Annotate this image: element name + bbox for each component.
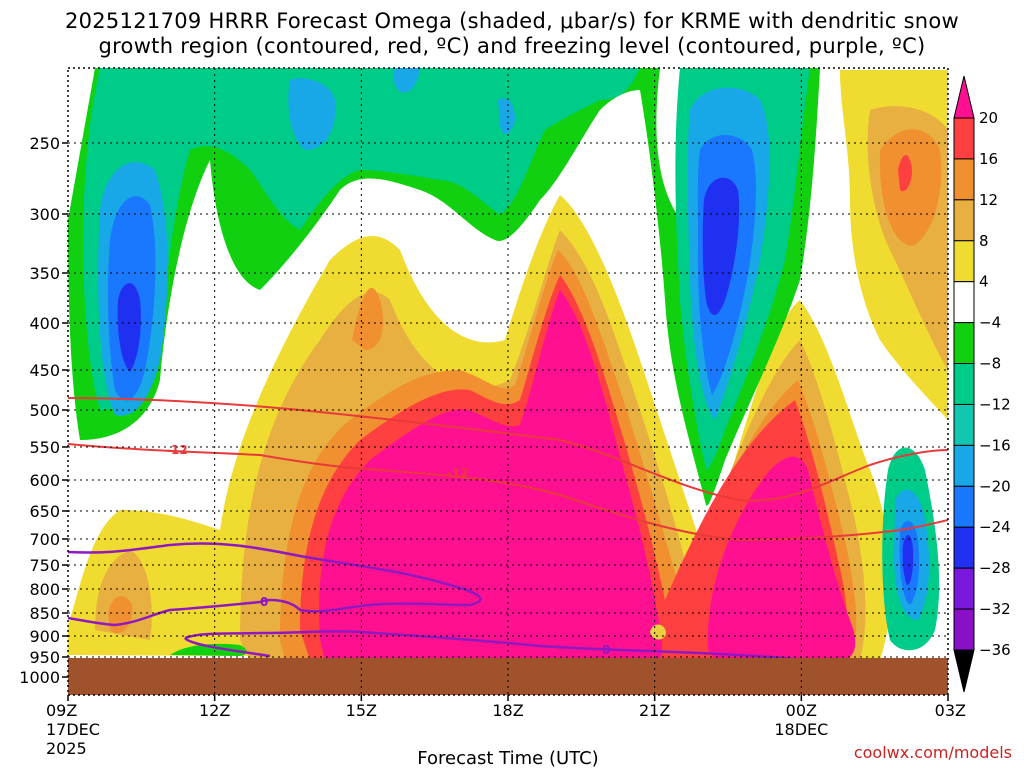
y-tick-label: 1000 [19,668,60,687]
y-tick-label: 800 [29,580,60,599]
y-tick-label: 550 [29,438,60,457]
omega-fill-12-ne [879,129,942,246]
colorbar-label: 8 [979,232,989,250]
x-tick-label: 12Z [199,701,230,720]
colorbar-label: −16 [979,436,1011,454]
colorbar-box [953,444,975,487]
omega-fill-neg8 [83,68,640,410]
y-tick-label: 700 [29,530,60,549]
colorbar-label: −28 [979,559,1011,577]
colorbar-label: −36 [979,641,1011,659]
colorbar-box [953,158,975,201]
y-tick-label: 300 [29,205,60,224]
y-tick-label: 450 [29,361,60,380]
y-tick-label: 900 [29,627,60,646]
freezing-level-contours [68,542,801,662]
x-tick-label: 15Z [346,701,377,720]
freezing-level-label-2: 0 [602,643,610,657]
colorbar-box [953,403,975,446]
colorbar-label: −4 [979,314,1001,332]
dgz-lower-contour-label: -12 [166,443,188,457]
y-tick-label: 600 [29,471,60,490]
freezing-level-contour [68,542,482,627]
y-tick-label: 250 [29,134,60,153]
colorbar-box [953,526,975,569]
x-tick-label: 09Z [46,701,77,720]
x-tick-label: 00Z [786,701,817,720]
y-tick-label: 950 [29,648,60,667]
dgz-upper-contour-label: -12 [447,466,469,480]
credit-text: coolwx.com/models [854,743,1012,762]
chart-title-line2: growth region (contoured, red, ºC) and f… [98,34,926,58]
terrain-step [840,662,948,665]
colorbar-label: −8 [979,355,1001,373]
colorbar-box [953,281,975,324]
plot-area: -12 -12 0 0 [68,68,948,695]
omega-fill-neg12-f [498,98,515,135]
x-tick-year: 2025 [46,739,87,758]
omega-fill-neg20-c [902,534,914,585]
grid-lines [68,68,948,695]
omega-fill-12-mid [352,287,384,350]
colorbar-label: −20 [979,477,1011,495]
freezing-level-label-1: 0 [260,595,268,609]
omega-fill-16-ne [898,155,912,192]
omega-fill-neg4-low [170,643,247,656]
omega-fill-20 [319,290,663,660]
dgz-lower-contour [68,443,948,542]
y-tick-label: 650 [29,502,60,521]
x-axis-title: Forecast Time (UTC) [417,748,598,768]
colorbar-box [953,363,975,405]
colorbar: 20 16 12 8 4 −4 −8 −12 −16 −20 −24 −28 −32 −36 [953,75,1011,693]
colorbar-top-arrow [953,75,975,119]
colorbar-label: −24 [979,518,1011,536]
y-tick-label: 750 [29,556,60,575]
freezing-level-contour-low [184,630,801,662]
colorbar-box [953,117,975,160]
chart-title-line1: 2025121709 HRRR Forecast Omega (shaded, … [64,9,960,33]
omega-fill-neg12 [288,78,336,150]
colorbar-box [953,567,975,610]
x-tick-sublabel: 18DEC [774,720,828,739]
y-tick-label: 350 [29,264,60,283]
omega-fill-20-b [707,456,856,660]
omega-fill-neg12-b [393,68,420,93]
colorbar-box [953,608,975,651]
omega-fill-neg20-b [702,177,740,315]
colorbar-box [953,240,975,283]
omega-fill-neg20 [117,283,141,372]
colorbar-box [953,485,975,528]
descent-field [68,68,940,651]
dgz-contours [68,397,948,542]
y-tick-label: 500 [29,401,60,420]
colorbar-label: −12 [979,395,1011,413]
x-tick-label: 03Z [935,701,966,720]
colorbar-label: 16 [979,150,998,168]
colorbar-label: 4 [979,273,989,291]
x-tick-sublabel: 17DEC [46,720,100,739]
colorbar-box [953,322,975,365]
ascent-field [68,70,948,660]
x-tick-label: 18Z [492,701,523,720]
freezing-level-contour-base [183,637,271,658]
colorbar-label: 20 [979,109,998,127]
colorbar-box [953,199,975,242]
x-tick-label: 21Z [639,701,670,720]
dgz-upper-contour [68,397,948,502]
terrain-fill [68,658,948,695]
colorbar-label: 12 [979,191,998,209]
y-axis: 250 300 350 400 450 500 550 600 650 700 750 800 850 9… [19,134,68,687]
y-tick-label: 400 [29,314,60,333]
colorbar-label: −32 [979,600,1011,618]
y-tick-label: 850 [29,604,60,623]
colorbar-bottom-arrow [953,649,975,693]
